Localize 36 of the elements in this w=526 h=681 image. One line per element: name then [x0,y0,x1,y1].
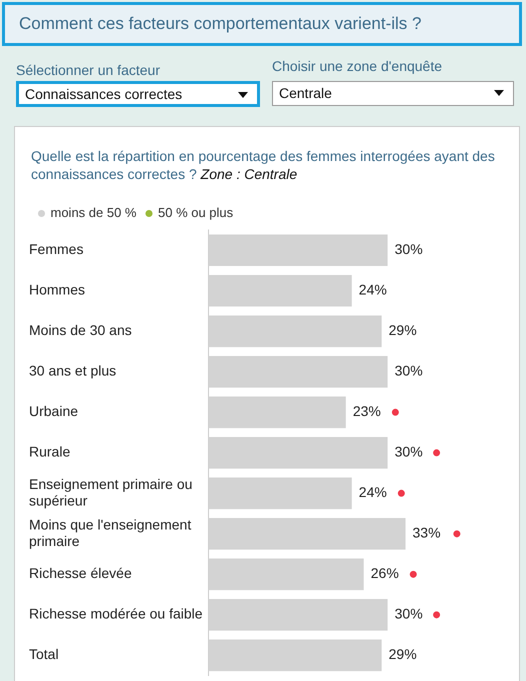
data-label: 24% [358,484,387,500]
data-label: 26% [370,565,399,582]
data-label: 24% [358,282,387,298]
data-label: 33% [412,524,441,541]
data-label: 30% [394,606,423,622]
data-label: 30% [394,362,423,379]
y-tick-label: Hommes [29,282,86,298]
chart-subtitle: Zone : Centrale [200,166,298,182]
y-tick-label: Total [29,646,59,662]
y-tick-label: Moins de 30 ans [29,322,132,338]
point [398,490,405,497]
text: Connaissances correctes [16,81,260,107]
point [433,449,440,456]
legend-label: 50 % ou plus [158,205,234,220]
data-label: 29% [388,322,417,338]
data-label: 29% [388,646,417,662]
text: Comment ces facteurs comportementaux varient-ils ? [2,2,522,46]
text: Centrale [272,81,514,106]
legend-label: moins de 50 % [50,205,137,220]
text: Choisir une zone d'enquête [272,58,442,74]
y-tick-label: Moins que l'enseignement primaire [29,516,192,550]
y-tick-label: 30 ans et plus [29,362,116,379]
y-tick-label: Richesse modérée ou faible [29,606,203,622]
point [433,611,440,618]
data-label: 23% [352,403,381,420]
data-label: 30% [394,241,423,258]
point [410,570,417,578]
point [392,408,399,416]
y-tick-label: Femmes [29,241,84,258]
y-tick-label: Richesse élevée [29,565,132,582]
y-tick-label: Rurale [29,444,70,460]
y-tick-label: Enseignement primaire ou supérieur [29,476,192,509]
y-tick-label: Urbaine [29,403,78,420]
data-label: 30% [394,444,423,460]
text: Sélectionner un facteur [16,62,160,78]
point [453,530,460,538]
